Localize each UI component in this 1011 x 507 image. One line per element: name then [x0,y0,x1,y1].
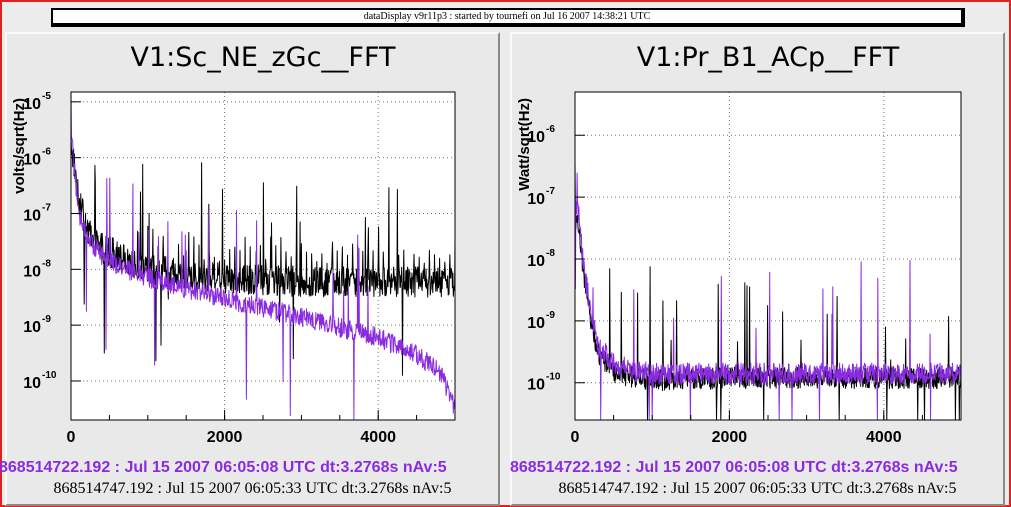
y-tick-exponent: -8 [546,248,555,259]
x-tick-label: 2000 [207,429,243,446]
y-tick-exponent: -6 [546,124,555,135]
y-tick-label: 10 [527,253,545,270]
window-title: dataDisplay v9r11p3 : started by tournef… [51,8,965,27]
x-tick-label: 0 [67,429,76,446]
y-tick-label: 10 [527,191,545,208]
y-tick-label: 10 [23,207,41,224]
chart-title: V1:Sc_NE_zGc__FFT [130,42,396,73]
y-tick-exponent: -6 [42,147,51,158]
y-tick-exponent: -10 [546,372,561,383]
x-tick-label: 4000 [360,429,396,446]
y-tick-exponent: -7 [42,202,51,213]
x-tick-label: 2000 [712,429,748,446]
y-tick-exponent: -10 [42,370,57,381]
y-tick-label: 10 [527,315,545,332]
y-tick-label: 10 [527,377,545,394]
fft-pad-left[interactable]: V1:Sc_NE_zGc__FFT 0 2000 4000 10 -5 10 -6 10 -7 10… [0,32,500,506]
y-tick-label: 10 [23,96,41,113]
y-tick-exponent: -5 [42,91,51,102]
y-tick-label: 10 [527,129,545,146]
y-tick-exponent: -9 [42,314,51,325]
stamp-current-left: 868514722.192 : Jul 15 2007 06:05:08 UTC… [0,459,447,476]
chart-title: V1:Pr_B1_ACp__FFT [637,42,900,73]
stamp-reference-right: 868514747.192 : Jul 15 2007 06:05:33 UTC… [558,480,957,497]
y-tick-label: 10 [23,375,41,392]
y-tick-label: 10 [23,152,41,169]
x-tick-label: 4000 [866,429,902,446]
stamp-current-right: 868514722.192 : Jul 15 2007 06:05:08 UTC… [510,459,958,476]
y-tick-exponent: -9 [546,310,555,321]
y-axis-label: Watt/sqrt(Hz) [516,98,533,191]
series-line [70,91,456,421]
y-tick-exponent: -8 [42,258,51,269]
series-line [70,134,456,376]
y-tick-exponent: -7 [546,186,555,197]
fft-pad-right[interactable]: V1:Pr_B1_ACp__FFT 0 2000 4000 10 -6 10 -7 10 -8 10… [510,32,1005,506]
x-tick-label: 0 [571,429,580,446]
y-tick-label: 10 [23,319,41,336]
series-line [574,172,962,421]
y-tick-label: 10 [23,263,41,280]
stamp-reference-left: 868514747.192 : Jul 15 2007 06:05:33 UTC… [53,480,452,497]
y-axis-label: volts/sqrt(Hz) [11,98,28,194]
